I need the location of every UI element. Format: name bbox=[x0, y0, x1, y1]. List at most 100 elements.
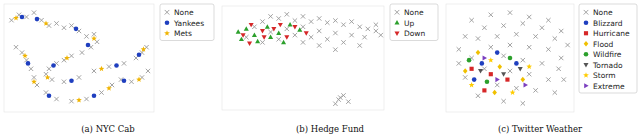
point bbox=[527, 15, 531, 19]
point bbox=[249, 23, 254, 27]
legend-box bbox=[579, 4, 637, 93]
point bbox=[304, 31, 309, 35]
point bbox=[362, 35, 366, 39]
legend-label: Tornado bbox=[592, 61, 623, 70]
point bbox=[489, 13, 493, 17]
point bbox=[501, 54, 505, 58]
point bbox=[497, 64, 502, 70]
point bbox=[349, 19, 353, 23]
point bbox=[514, 61, 519, 66]
legend-marker bbox=[165, 10, 170, 15]
legend-label: None bbox=[593, 8, 613, 17]
legend-label: Blizzard bbox=[593, 19, 623, 28]
point bbox=[122, 78, 127, 83]
point bbox=[86, 43, 91, 48]
panel: NoneUpDown(b) Hedge Fund bbox=[222, 4, 438, 134]
point bbox=[80, 50, 84, 54]
point bbox=[559, 56, 563, 60]
legend: NoneUpDown bbox=[390, 4, 438, 41]
point bbox=[469, 82, 475, 87]
series bbox=[13, 15, 146, 102]
point bbox=[524, 82, 528, 87]
point bbox=[508, 10, 512, 14]
point bbox=[47, 67, 51, 71]
point bbox=[469, 18, 473, 22]
point bbox=[379, 33, 383, 37]
point bbox=[244, 35, 248, 39]
panel: NoneBlizzardHurricaneFloodWildfireTornad… bbox=[446, 4, 637, 134]
point bbox=[54, 21, 58, 25]
point bbox=[317, 29, 321, 33]
point bbox=[114, 63, 119, 68]
point bbox=[301, 14, 305, 18]
point bbox=[341, 23, 345, 27]
point bbox=[292, 25, 297, 29]
point bbox=[260, 19, 264, 23]
point bbox=[495, 34, 499, 38]
point bbox=[29, 67, 33, 71]
legend-marker bbox=[394, 20, 399, 24]
point bbox=[492, 90, 497, 96]
point bbox=[252, 32, 257, 36]
legend-label: Hurricane bbox=[593, 29, 630, 38]
point bbox=[43, 20, 49, 25]
legend-marker bbox=[583, 72, 589, 77]
point bbox=[546, 18, 550, 22]
point bbox=[540, 61, 544, 65]
point bbox=[107, 64, 111, 68]
legend-marker bbox=[584, 20, 589, 25]
point bbox=[69, 78, 74, 83]
series bbox=[469, 57, 532, 95]
figure: NoneYankeesMets(a) NYC CabNoneUpDown(b) … bbox=[0, 0, 640, 138]
point bbox=[309, 19, 313, 23]
point bbox=[358, 25, 362, 29]
point bbox=[333, 102, 337, 106]
legend-label: None bbox=[404, 8, 424, 17]
point bbox=[69, 99, 73, 103]
legend-label: Storm bbox=[593, 71, 616, 80]
legend-marker bbox=[584, 83, 588, 88]
point bbox=[9, 18, 13, 22]
point bbox=[470, 67, 474, 71]
point bbox=[26, 61, 31, 66]
point bbox=[463, 75, 467, 79]
marks bbox=[9, 10, 150, 103]
legend-label: Extreme bbox=[593, 82, 625, 91]
point bbox=[467, 58, 472, 63]
legend-marker bbox=[584, 31, 588, 35]
point bbox=[92, 94, 97, 99]
point bbox=[20, 15, 25, 20]
series bbox=[483, 55, 528, 87]
point bbox=[293, 33, 297, 37]
point bbox=[260, 40, 264, 44]
point bbox=[521, 21, 525, 25]
point bbox=[122, 61, 126, 65]
legend-marker bbox=[584, 10, 589, 15]
point bbox=[521, 101, 525, 105]
point bbox=[268, 30, 272, 34]
point bbox=[508, 69, 512, 73]
series bbox=[241, 23, 309, 46]
point bbox=[20, 50, 24, 54]
point bbox=[77, 75, 81, 79]
series bbox=[244, 12, 383, 106]
legend-marker bbox=[395, 10, 400, 15]
series bbox=[470, 67, 510, 93]
point bbox=[241, 33, 246, 37]
point bbox=[457, 61, 461, 65]
point bbox=[349, 33, 353, 37]
point bbox=[252, 25, 256, 29]
point bbox=[297, 27, 302, 31]
point bbox=[514, 32, 518, 36]
point bbox=[265, 24, 270, 28]
point bbox=[518, 67, 523, 71]
point bbox=[553, 90, 557, 94]
legend-label: Yankees bbox=[173, 19, 204, 28]
legend-label: Down bbox=[404, 29, 425, 38]
point bbox=[483, 55, 487, 60]
point bbox=[485, 79, 490, 84]
point bbox=[338, 95, 342, 99]
point bbox=[285, 12, 289, 16]
point bbox=[136, 77, 142, 82]
point bbox=[559, 29, 563, 33]
